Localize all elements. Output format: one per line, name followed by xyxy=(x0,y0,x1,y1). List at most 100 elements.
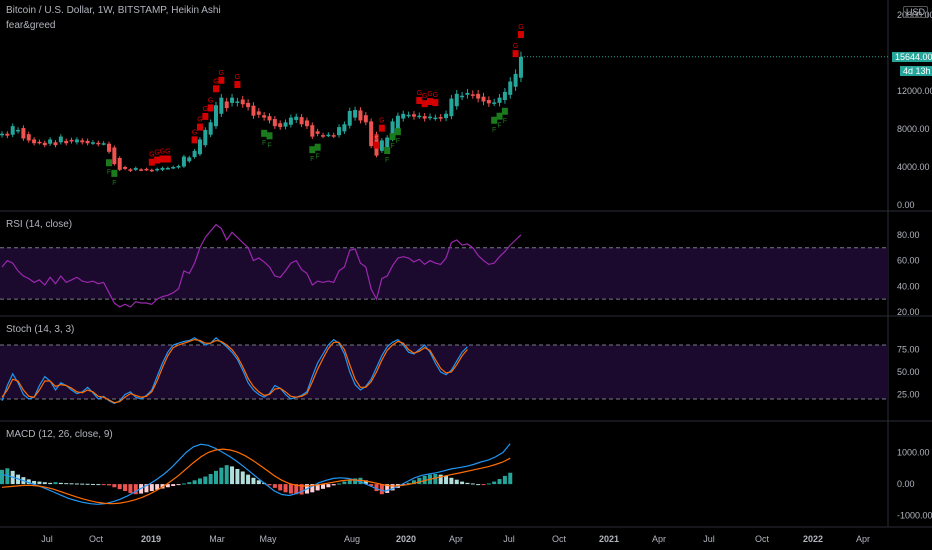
candle-body[interactable] xyxy=(518,56,523,78)
candle-body[interactable] xyxy=(101,143,106,145)
indicator-label-fear-greed[interactable]: fear&greed xyxy=(6,20,56,31)
candle-body[interactable] xyxy=(246,102,251,108)
candle-body[interactable] xyxy=(214,105,218,127)
symbol-title[interactable]: Bitcoin / U.S. Dollar, 1W, BITSTAMP, Hei… xyxy=(6,5,221,16)
candle-body[interactable] xyxy=(401,113,406,119)
candle-body[interactable] xyxy=(363,115,368,123)
candle-body[interactable] xyxy=(513,73,518,87)
candle-body[interactable] xyxy=(171,167,176,169)
candle-body[interactable] xyxy=(326,134,331,137)
candle-body[interactable] xyxy=(128,169,133,171)
candle-body[interactable] xyxy=(21,128,26,139)
candle-body[interactable] xyxy=(16,129,21,132)
candle-body[interactable] xyxy=(26,134,31,141)
candle-body[interactable] xyxy=(492,102,497,104)
candle-body[interactable] xyxy=(240,99,245,105)
candle-body[interactable] xyxy=(379,140,384,151)
candle-body[interactable] xyxy=(502,91,507,101)
candle-body[interactable] xyxy=(321,135,325,137)
candle-body[interactable] xyxy=(465,92,470,95)
candle-body[interactable] xyxy=(278,123,283,128)
currency-badge[interactable]: USD xyxy=(903,6,929,18)
candle-body[interactable] xyxy=(219,97,224,114)
candle-body[interactable] xyxy=(149,169,154,172)
rsi-title[interactable]: RSI (14, close) xyxy=(6,219,73,230)
candle-body[interactable] xyxy=(5,133,10,136)
candle-body[interactable] xyxy=(64,140,69,144)
candle-body[interactable] xyxy=(181,156,186,167)
candle-body[interactable] xyxy=(37,141,42,144)
candle-body[interactable] xyxy=(123,167,128,169)
candle-body[interactable] xyxy=(176,166,181,168)
candle-body[interactable] xyxy=(235,101,240,103)
candle-body[interactable] xyxy=(460,95,465,98)
candle-body[interactable] xyxy=(155,168,160,171)
candle-body[interactable] xyxy=(294,116,299,120)
candle-body[interactable] xyxy=(267,116,272,121)
candle-body[interactable] xyxy=(299,117,304,125)
candle-body[interactable] xyxy=(69,139,74,142)
candle-body[interactable] xyxy=(508,81,513,95)
candle-body[interactable] xyxy=(85,140,90,144)
candle-body[interactable] xyxy=(385,137,390,148)
candle-body[interactable] xyxy=(347,110,352,126)
candle-body[interactable] xyxy=(358,110,363,121)
candle-body[interactable] xyxy=(10,126,15,135)
candle-body[interactable] xyxy=(192,150,197,158)
candle-body[interactable] xyxy=(197,139,202,155)
candle-body[interactable] xyxy=(32,139,37,144)
candle-body[interactable] xyxy=(315,131,320,134)
candle-body[interactable] xyxy=(48,139,53,144)
candle-body[interactable] xyxy=(283,122,288,127)
candle-body[interactable] xyxy=(449,98,454,117)
time-axis[interactable]: Jul Oct 2019 Mar May Aug 2020 Apr Jul Oct 2021 Apr J… xyxy=(41,534,870,544)
candle-body[interactable] xyxy=(454,93,459,107)
candle-body[interactable] xyxy=(353,110,358,118)
candle-body[interactable] xyxy=(133,167,138,170)
stoch-pane[interactable] xyxy=(0,336,888,405)
candle-body[interactable] xyxy=(369,121,374,147)
candle-body[interactable] xyxy=(80,140,85,143)
candle-body[interactable] xyxy=(288,117,293,125)
candle-body[interactable] xyxy=(203,129,208,146)
price-axis[interactable]: 0.00 4000.00 8000.00 12000.00 20000.00 20.00 4… xyxy=(897,10,932,521)
candle-body[interactable] xyxy=(208,122,213,135)
candle-body[interactable] xyxy=(272,119,277,127)
candle-body[interactable] xyxy=(395,115,400,130)
macd-pane[interactable] xyxy=(0,443,513,505)
candle-body[interactable] xyxy=(90,142,95,144)
candle-body[interactable] xyxy=(310,125,315,137)
candle-body[interactable] xyxy=(42,142,47,146)
candle-body[interactable] xyxy=(107,143,111,152)
candle-body[interactable] xyxy=(497,97,502,103)
candle-body[interactable] xyxy=(444,113,449,119)
candle-body[interactable] xyxy=(470,94,475,96)
candle-body[interactable] xyxy=(230,97,235,103)
stoch-title[interactable]: Stoch (14, 3, 3) xyxy=(6,324,75,335)
candle-body[interactable] xyxy=(481,96,486,102)
candle-body[interactable] xyxy=(53,142,58,146)
candle-body[interactable] xyxy=(337,127,342,136)
candle-body[interactable] xyxy=(417,115,422,118)
candle-body[interactable] xyxy=(476,93,481,99)
candle-body[interactable] xyxy=(262,115,267,118)
candle-body[interactable] xyxy=(144,168,149,171)
candle-body[interactable] xyxy=(304,120,309,127)
candle-body[interactable] xyxy=(0,133,4,136)
candle-body[interactable] xyxy=(342,124,347,132)
candle-body[interactable] xyxy=(331,135,336,137)
candle-body[interactable] xyxy=(411,114,416,117)
rsi-pane[interactable] xyxy=(0,223,888,308)
candle-body[interactable] xyxy=(433,117,438,120)
candle-body[interactable] xyxy=(96,142,101,145)
candle-body[interactable] xyxy=(256,111,261,115)
candle-body[interactable] xyxy=(428,116,432,119)
candle-body[interactable] xyxy=(74,139,79,143)
candle-body[interactable] xyxy=(251,105,256,116)
candle-body[interactable] xyxy=(406,114,411,117)
candle-body[interactable] xyxy=(112,147,117,165)
candle-body[interactable] xyxy=(117,157,122,170)
candle-body[interactable] xyxy=(438,117,443,119)
candle-body[interactable] xyxy=(160,167,165,170)
